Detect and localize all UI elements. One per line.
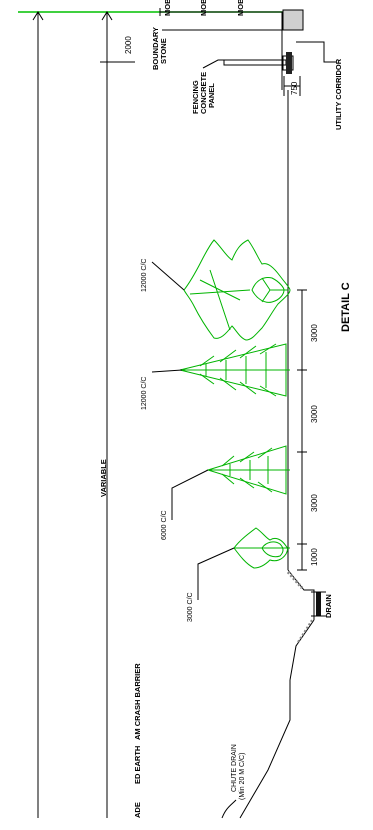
- utility-corridor: [283, 41, 336, 96]
- utility-corridor-label: UTILITY CORRIDOR: [334, 58, 343, 130]
- boundary-stone-label-2: STONE: [159, 38, 168, 64]
- grade-label: ADE: [133, 802, 142, 818]
- tree-dimension-line: [297, 289, 307, 571]
- crash-barrier-label: AM CRASH BARRIER: [133, 663, 142, 740]
- boundary-stone: [282, 9, 304, 31]
- variable-dimension: [32, 11, 135, 818]
- boundary-stone-label-1: BOUNDARY: [151, 27, 160, 70]
- svg-text:MOB: MOB: [163, 0, 172, 16]
- chute-drain-label-2: (Min 20 M C/C): [239, 753, 246, 800]
- dim-3000-1: 3000: [310, 324, 319, 342]
- fencing-label-2: CONCRETE: [199, 72, 208, 114]
- dim-750: 750: [290, 81, 299, 95]
- lower-slope: [239, 680, 291, 819]
- fencing-label-1: FENCING: [191, 80, 200, 114]
- tree-1: [183, 239, 291, 341]
- fencing-panel: [202, 52, 294, 74]
- detail-title: DETAIL C: [340, 282, 352, 332]
- tree-3: [206, 445, 290, 495]
- drain: [286, 569, 326, 681]
- drain-label: DRAIN: [324, 594, 333, 618]
- dim-1000: 1000: [310, 548, 319, 566]
- dim-2000: 2000: [124, 36, 133, 54]
- fencing-label-3: PANEL: [207, 83, 216, 108]
- tree-2-spacing: 12000 C/C: [141, 377, 148, 410]
- svg-text:MOB: MOB: [199, 0, 208, 16]
- svg-text:MOB: MOB: [236, 0, 245, 16]
- tree-4: [233, 527, 290, 569]
- tree-1-spacing: 12000 C/C: [141, 259, 148, 292]
- earth-label: ED EARTH: [133, 746, 142, 784]
- tree-4-spacing: 3000 C/C: [187, 592, 194, 622]
- dim-3000-3: 3000: [310, 494, 319, 512]
- chute-drain-label-1: CHUTE DRAIN: [231, 744, 238, 792]
- mob-fence: MOB MOB MOB: [159, 0, 285, 16]
- tree-3-spacing: 6000 C/C: [161, 510, 168, 540]
- dim-3000-2: 3000: [310, 405, 319, 423]
- chute-drain-leader: [221, 799, 237, 819]
- tree-2: [179, 343, 290, 397]
- variable-label: VARIABLE: [99, 459, 108, 497]
